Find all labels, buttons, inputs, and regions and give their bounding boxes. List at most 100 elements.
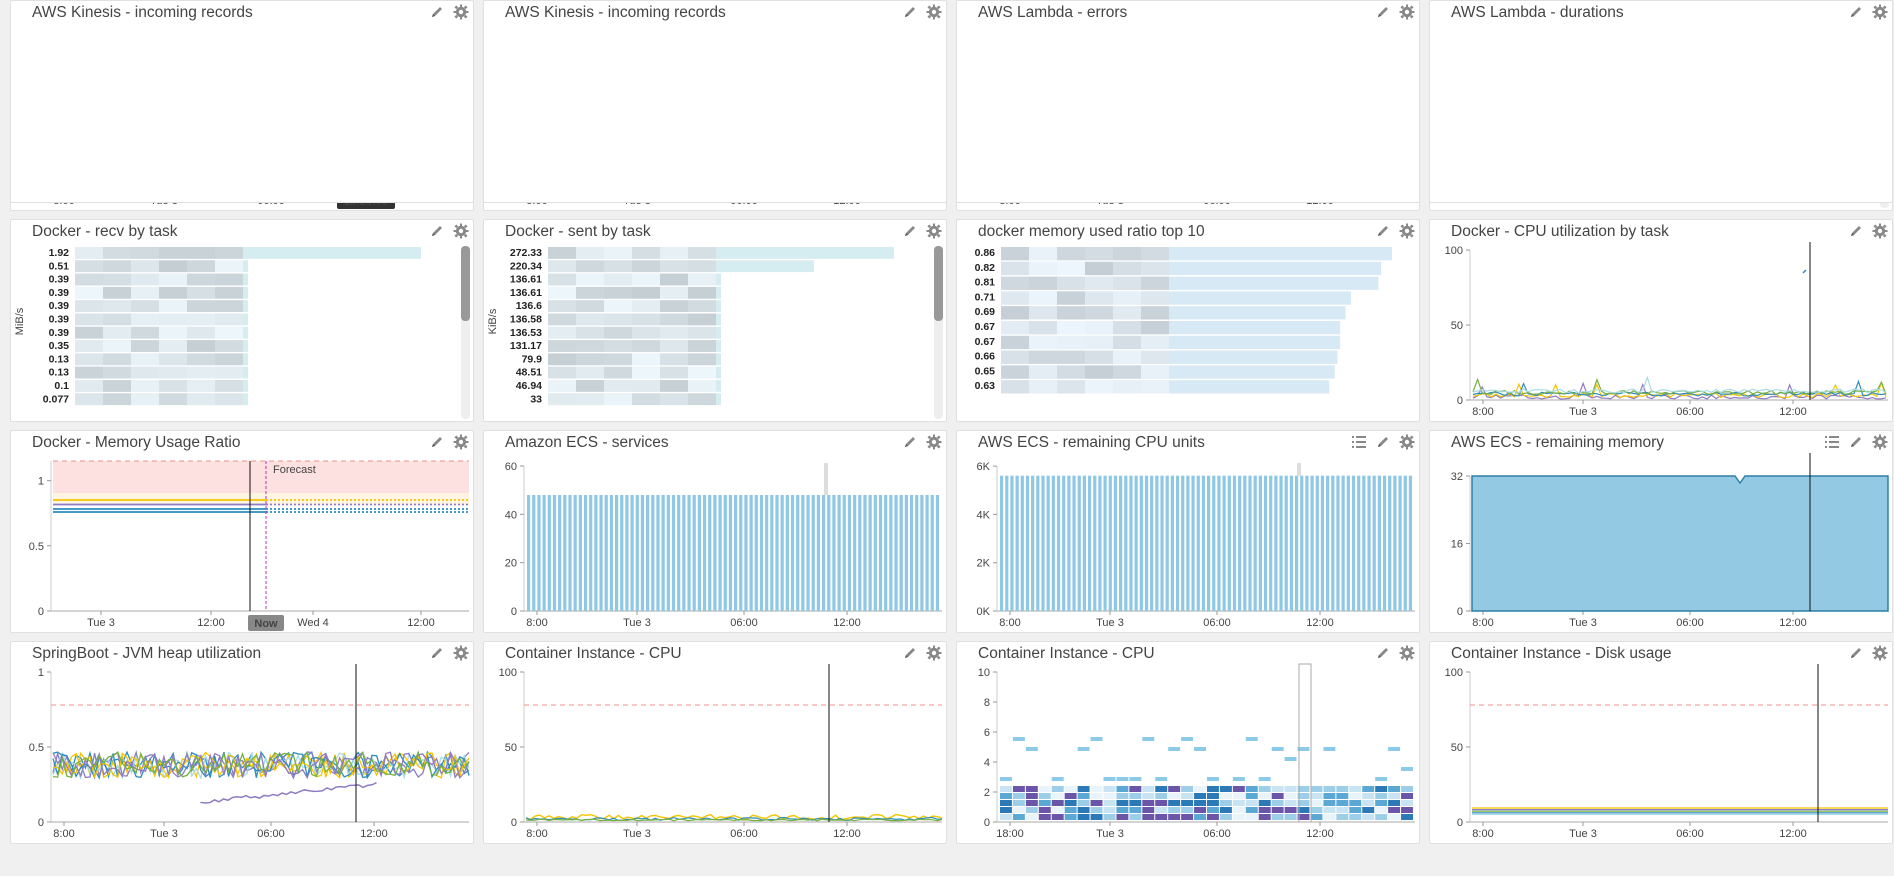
panel-chart[interactable]: 0 16 32 8:00 Tue 3 06:00 12:00: [1430, 431, 1893, 633]
panel-p12[interactable]: 0 0.5 1 8:00 Tue 3 06:00 12:00 SpringBoot - JVM…: [10, 641, 474, 844]
panel-chart[interactable]: 0K 2K 4K 6K 8:00 Tue 3 06:00 12:00: [957, 431, 1420, 633]
bar: [884, 495, 888, 611]
panel-chart[interactable]: 0 2 4 6 8 10 18:00 Tue 3 06:00 12:00: [957, 642, 1420, 844]
bar: [1243, 475, 1247, 611]
panel-chart[interactable]: 0.86 0.82 0.81 0.71 0.69 0.67 0.67 0.66 0.65 0.63: [957, 220, 1420, 422]
panel-toolbar: [1375, 645, 1415, 661]
pencil-icon[interactable]: [1375, 645, 1391, 661]
heatmap-cell: [1116, 777, 1129, 781]
panel-p6[interactable]: 0.86 0.82 0.81 0.71 0.69 0.67 0.67 0.66 0.65 0.63…: [956, 219, 1420, 422]
x-tick-label: 18:00: [996, 828, 1024, 840]
gear-icon[interactable]: [1872, 645, 1888, 661]
gear-icon[interactable]: [1872, 434, 1888, 450]
redacted-name: [1113, 335, 1141, 350]
pencil-icon[interactable]: [429, 434, 445, 450]
x-tick-label: Tue 3: [87, 617, 115, 629]
panel-p19[interactable]: AWS Lambda - durations: [1429, 0, 1893, 203]
list-icon[interactable]: [1351, 434, 1367, 450]
redacted-name: [75, 340, 103, 352]
panel-body: 0K 2K 4K 6K 8:00 Tue 3 06:00 12:00: [957, 431, 1419, 632]
gear-icon[interactable]: [926, 645, 942, 661]
bar: [1377, 475, 1381, 611]
panel-p14[interactable]: 0 2 4 6 8 10 18:00 Tue 3 06:00 12:00 Container Ins…: [956, 641, 1420, 844]
toplist-value: 0.35: [49, 340, 70, 352]
pencil-icon[interactable]: [902, 4, 918, 20]
panel-p9[interactable]: 0 20 40 60 8:00 Tue 3 06:00 12:00 Amazon ECS - s…: [483, 430, 947, 633]
redacted-name: [688, 300, 716, 312]
gear-icon[interactable]: [453, 645, 469, 661]
bar: [1041, 475, 1045, 611]
heatmap-cell: [1388, 807, 1401, 813]
panel-p15[interactable]: 0 50 100 8:00 Tue 3 06:00 12:00 Container Insta…: [1429, 641, 1893, 844]
gear-icon[interactable]: [453, 434, 469, 450]
heatmap-cell: [1310, 793, 1323, 799]
gear-icon[interactable]: [1399, 434, 1415, 450]
gear-icon[interactable]: [453, 4, 469, 20]
pencil-icon[interactable]: [902, 645, 918, 661]
panel-p11[interactable]: 0 16 32 8:00 Tue 3 06:00 12:00 AWS ECS - remain…: [1429, 430, 1893, 633]
redacted-name: [1029, 247, 1057, 261]
pencil-icon[interactable]: [1375, 223, 1391, 239]
pencil-icon[interactable]: [429, 223, 445, 239]
panel-p7[interactable]: 0 50 100 8:00 Tue 3 06:00 12:00 Docker - CPU ut…: [1429, 219, 1893, 422]
gear-icon[interactable]: [1399, 223, 1415, 239]
toplist-value: 0.67: [975, 336, 996, 348]
panel-p5[interactable]: KiB/s 272.33 220.34 136.61 136.61 136.6 136.58…: [483, 219, 947, 422]
redacted-name: [1001, 335, 1029, 350]
panel-p16[interactable]: AWS Kinesis - incoming records: [10, 0, 474, 203]
pencil-icon[interactable]: [1375, 434, 1391, 450]
gear-icon[interactable]: [1872, 4, 1888, 20]
bar: [1150, 475, 1154, 611]
bar: [635, 495, 639, 611]
gear-icon[interactable]: [926, 4, 942, 20]
bar: [837, 495, 841, 611]
gear-icon[interactable]: [1399, 4, 1415, 20]
pencil-icon[interactable]: [1848, 645, 1864, 661]
x-tick-label: 8:00: [53, 828, 74, 840]
panel-body: 0 0.5 1 8:00 Tue 3 06:00 12:00: [11, 642, 473, 843]
pencil-icon[interactable]: [1375, 4, 1391, 20]
toplist-value: 0.81: [975, 277, 996, 289]
bar: [1077, 475, 1081, 611]
toplist-value: 0.82: [975, 262, 996, 274]
redacted-name: [75, 286, 103, 299]
panel-p8[interactable]: 0 0.5 1 Tue 3 12:00 Wed 4 12:00 Forecast Now Dock…: [10, 430, 474, 633]
gear-icon[interactable]: [926, 223, 942, 239]
pencil-icon[interactable]: [902, 223, 918, 239]
bar: [661, 495, 665, 611]
gear-icon[interactable]: [453, 223, 469, 239]
gear-icon[interactable]: [1872, 223, 1888, 239]
scrollbar-thumb[interactable]: [461, 246, 470, 321]
redacted-name: [75, 260, 103, 273]
panel-p17[interactable]: AWS Kinesis - incoming records: [483, 0, 947, 203]
panel-p4[interactable]: MiB/s 1.92 0.51 0.39 0.39 0.39 0.39 0.39 0.35 0.1…: [10, 219, 474, 422]
panel-chart[interactable]: 0 50 100 8:00 Tue 3 06:00 12:00: [1430, 220, 1893, 422]
panel-chart[interactable]: KiB/s272.33220.34136.61136.61136.6136.58…: [484, 220, 947, 422]
pencil-icon[interactable]: [902, 434, 918, 450]
pencil-icon[interactable]: [1848, 223, 1864, 239]
series-line: [200, 782, 377, 804]
bar: [1336, 475, 1340, 611]
pencil-icon[interactable]: [429, 645, 445, 661]
panel-p13[interactable]: 0 50 100 8:00 Tue 3 06:00 12:00 Container Insta…: [483, 641, 947, 844]
gear-icon[interactable]: [1399, 645, 1415, 661]
pencil-icon[interactable]: [1848, 4, 1864, 20]
panel-chart[interactable]: 0 50 100 8:00 Tue 3 06:00 12:00: [1430, 642, 1893, 844]
toplist-value: 0.13: [49, 367, 70, 379]
panel-chart[interactable]: 0 0.5 1 8:00 Tue 3 06:00 12:00: [11, 642, 474, 844]
list-icon[interactable]: [1824, 434, 1840, 450]
pencil-icon[interactable]: [429, 4, 445, 20]
panel-chart[interactable]: 0 50 100 8:00 Tue 3 06:00 12:00: [484, 642, 947, 844]
bar: [765, 495, 769, 611]
panel-p18[interactable]: AWS Lambda - errors: [956, 0, 1420, 203]
now-badge-bg: [248, 615, 284, 631]
panel-chart[interactable]: MiB/s1.920.510.390.390.390.390.390.350.1…: [11, 220, 474, 422]
panel-p10[interactable]: 0K 2K 4K 6K 8:00 Tue 3 06:00 12:00 AWS ECS - rem…: [956, 430, 1420, 633]
bar: [594, 495, 598, 611]
panel-chart[interactable]: 0 0.5 1 Tue 3 12:00 Wed 4 12:00 Forecast Now: [11, 431, 474, 633]
scrollbar-thumb[interactable]: [934, 246, 943, 321]
gear-icon[interactable]: [926, 434, 942, 450]
panel-chart[interactable]: 0 20 40 60 8:00 Tue 3 06:00 12:00: [484, 431, 947, 633]
panel-body: 0 0.5 1 Tue 3 12:00 Wed 4 12:00 Forecast Now: [11, 431, 473, 632]
pencil-icon[interactable]: [1848, 434, 1864, 450]
